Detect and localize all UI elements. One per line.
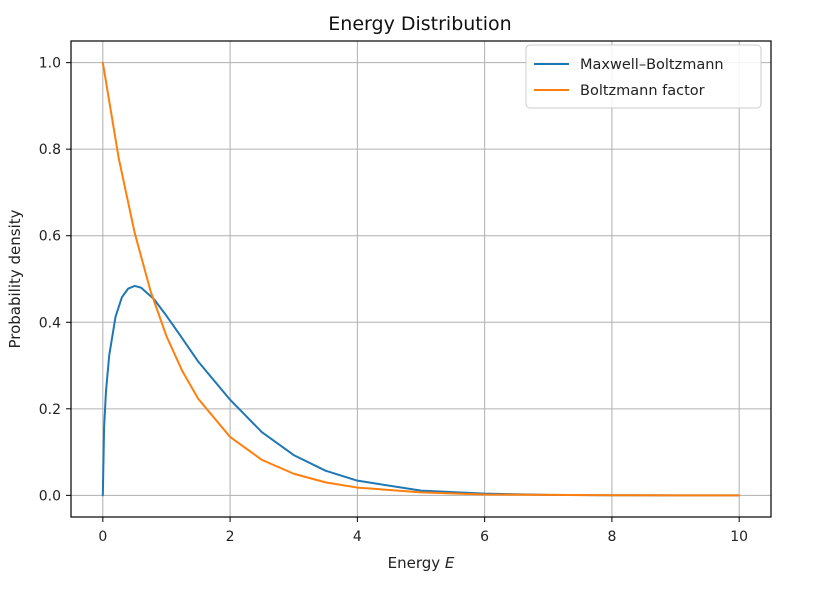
y-tick-label: 0.0	[39, 488, 61, 504]
x-tick-label: 2	[226, 529, 235, 545]
chart-title: Energy Distribution	[328, 13, 511, 35]
legend: Maxwell–Boltzmann Boltzmann factor	[525, 44, 762, 109]
x-axis-label-prefix: Energy	[388, 554, 445, 572]
y-tick-label: 0.2	[39, 402, 61, 418]
y-tick-label: 0.8	[39, 142, 61, 158]
x-axis-label: Energy E	[388, 554, 455, 572]
x-tick-label: 4	[353, 529, 362, 545]
y-axis-label: Probability density	[6, 209, 24, 348]
y-tick-label: 1.0	[39, 56, 61, 72]
plot-frame	[70, 40, 772, 518]
legend-label-boltzmann-factor: Boltzmann factor	[580, 83, 705, 99]
series-lines	[101, 61, 741, 497]
x-axis-label-variable: E	[445, 554, 455, 572]
x-tick-label: 8	[607, 529, 616, 545]
y-tick-label: 0.6	[39, 229, 61, 245]
series-line-boltzmann-factor	[101, 61, 741, 497]
x-tick-label: 6	[480, 529, 489, 545]
x-axis-ticks: 0 2 4 6 8 10	[98, 517, 748, 545]
y-axis-ticks: 0.0 0.2 0.4 0.6 0.8 1.0	[39, 56, 71, 504]
grid	[71, 41, 771, 517]
legend-box	[525, 44, 762, 109]
x-tick-label: 10	[730, 529, 748, 545]
legend-label-maxwell-boltzmann: Maxwell–Boltzmann	[580, 57, 724, 73]
y-tick-label: 0.4	[39, 315, 61, 331]
x-tick-label: 0	[98, 529, 107, 545]
